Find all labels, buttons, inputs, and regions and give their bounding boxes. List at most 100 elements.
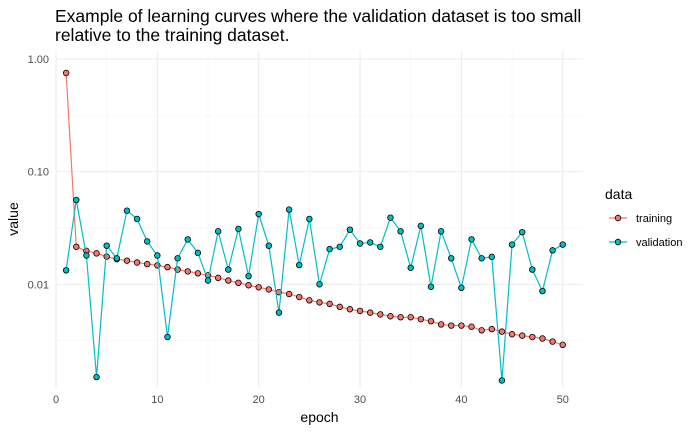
training-point bbox=[296, 293, 303, 301]
series-layer bbox=[62, 69, 566, 384]
validation-line bbox=[65, 199, 564, 381]
y-axis-title: value bbox=[5, 202, 21, 236]
training-point bbox=[559, 341, 566, 349]
training-point bbox=[468, 323, 475, 330]
validation-point bbox=[529, 266, 536, 273]
validation-point bbox=[316, 281, 323, 288]
training-point bbox=[397, 314, 404, 321]
y-tick-label: 0.10 bbox=[28, 167, 49, 179]
validation-point bbox=[235, 225, 242, 233]
training-point bbox=[366, 309, 374, 316]
validation-point bbox=[417, 222, 425, 230]
training-point bbox=[144, 260, 151, 268]
validation-point bbox=[174, 255, 181, 262]
x-tick-label: 10 bbox=[151, 394, 163, 406]
validation-point bbox=[387, 214, 394, 221]
training-point bbox=[356, 307, 364, 315]
validation-point bbox=[93, 373, 100, 381]
training-line bbox=[65, 72, 563, 346]
validation-point bbox=[397, 228, 404, 235]
training-point bbox=[265, 286, 273, 293]
validation-point bbox=[488, 253, 495, 261]
training-point bbox=[417, 315, 425, 323]
validation-point bbox=[113, 255, 121, 262]
training-point bbox=[62, 69, 70, 77]
training-point bbox=[306, 297, 313, 304]
training-point bbox=[214, 274, 222, 282]
series-training bbox=[62, 69, 566, 349]
validation-point bbox=[356, 240, 364, 247]
validation-point bbox=[194, 249, 202, 257]
validation-point bbox=[184, 236, 191, 243]
x-tick-label: 30 bbox=[354, 394, 366, 406]
training-point bbox=[346, 306, 354, 313]
chart-title: Example of learning curves where the val… bbox=[55, 6, 581, 45]
training-point bbox=[184, 268, 191, 275]
validation-point bbox=[285, 206, 293, 213]
training-point bbox=[336, 303, 343, 311]
training-point bbox=[458, 322, 465, 329]
title-line-1: Example of learning curves where the val… bbox=[55, 6, 581, 26]
title-line-2: relative to the training dataset. bbox=[55, 25, 289, 45]
training-point bbox=[387, 313, 394, 320]
training-point bbox=[529, 333, 536, 341]
validation-point bbox=[427, 283, 435, 290]
legend-item-validation: validation bbox=[609, 237, 682, 249]
validation-point bbox=[83, 252, 90, 259]
legend-key-point bbox=[614, 214, 622, 222]
validation-point bbox=[498, 377, 506, 384]
training-point bbox=[478, 327, 485, 334]
validation-point bbox=[366, 239, 374, 246]
validation-point bbox=[508, 241, 516, 248]
validation-point bbox=[245, 272, 252, 280]
validation-point bbox=[144, 238, 151, 245]
training-point bbox=[93, 250, 100, 257]
axis-tick-labels: 0 10 20 30 40 50 0.01 0.10 1.00 bbox=[28, 54, 569, 406]
training-point bbox=[407, 314, 414, 321]
training-point bbox=[194, 270, 202, 277]
validation-point bbox=[437, 228, 445, 235]
validation-point bbox=[306, 215, 313, 223]
training-point bbox=[285, 290, 293, 298]
validation-point bbox=[255, 210, 262, 218]
legend-label: training bbox=[636, 213, 672, 225]
validation-point bbox=[518, 228, 526, 236]
validation-point bbox=[164, 333, 171, 341]
training-point bbox=[235, 279, 242, 287]
validation-point bbox=[478, 255, 485, 262]
training-point bbox=[437, 321, 445, 328]
training-point bbox=[508, 331, 516, 338]
training-point bbox=[103, 253, 110, 260]
training-point bbox=[539, 335, 546, 342]
training-point bbox=[133, 259, 141, 266]
validation-point bbox=[123, 207, 131, 214]
validation-point bbox=[539, 287, 546, 295]
validation-point bbox=[265, 242, 273, 249]
training-point bbox=[316, 299, 323, 306]
validation-point bbox=[214, 228, 222, 235]
training-point bbox=[448, 322, 455, 329]
validation-point bbox=[62, 267, 70, 274]
validation-point bbox=[296, 261, 303, 269]
legend-title: data bbox=[605, 186, 632, 202]
validation-point bbox=[458, 284, 465, 292]
training-point bbox=[255, 284, 262, 291]
y-tick-label: 0.01 bbox=[28, 279, 49, 291]
validation-point bbox=[407, 264, 414, 271]
x-axis-title: epoch bbox=[300, 409, 338, 425]
validation-point bbox=[133, 215, 141, 223]
training-point bbox=[326, 300, 333, 308]
training-point bbox=[225, 277, 232, 284]
validation-point bbox=[559, 241, 566, 248]
validation-point bbox=[204, 277, 212, 284]
training-point bbox=[427, 317, 435, 325]
x-tick-label: 20 bbox=[253, 394, 265, 406]
training-point bbox=[498, 328, 506, 335]
training-point bbox=[518, 332, 526, 339]
training-point bbox=[488, 325, 495, 333]
validation-point bbox=[225, 266, 232, 273]
validation-point bbox=[346, 226, 354, 233]
x-tick-label: 0 bbox=[53, 394, 59, 406]
validation-point bbox=[377, 243, 384, 250]
